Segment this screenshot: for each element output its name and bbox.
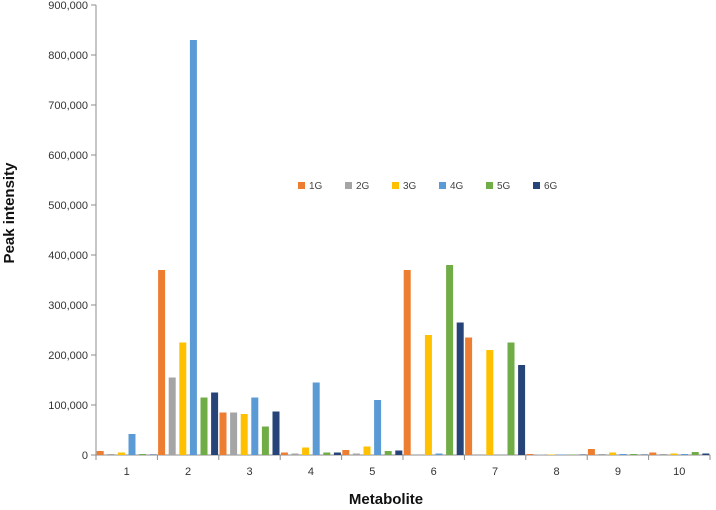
x-tick-label: 7 — [492, 466, 498, 478]
y-tick-label: 800,000 — [48, 50, 88, 62]
bar-3G-9 — [609, 452, 617, 455]
bar-6G-2 — [211, 392, 219, 455]
legend-label-6G: 6G — [544, 181, 558, 192]
bar-3G-8 — [547, 454, 555, 455]
bar-1G-3 — [219, 412, 227, 455]
bar-2G-4 — [291, 453, 299, 455]
bar-6G-5 — [395, 450, 403, 455]
x-tick-label: 2 — [185, 466, 191, 478]
bar-4G-3 — [251, 397, 259, 455]
bar-3G-6 — [424, 335, 432, 455]
bar-3G-10 — [670, 453, 678, 455]
x-tick-label: 4 — [308, 466, 314, 478]
x-tick-label: 3 — [246, 466, 252, 478]
bar-5G-3 — [261, 426, 269, 455]
bar-4G-1 — [128, 434, 136, 455]
y-tick-label: 600,000 — [48, 150, 88, 162]
y-tick-label: 700,000 — [48, 100, 88, 112]
x-tick-label: 1 — [124, 466, 130, 478]
legend-swatch-5G — [486, 182, 493, 189]
bar-2G-2 — [168, 377, 176, 455]
legend: 1G 2G 3G 4G 5G 6G — [298, 181, 558, 192]
bar-5G-7 — [507, 342, 515, 455]
bar-1G-2 — [158, 270, 166, 455]
y-tick-label: 900,000 — [48, 0, 88, 12]
bar-4G-10 — [681, 454, 689, 455]
bar-6G-4 — [333, 452, 341, 455]
bar-6G-10 — [702, 453, 710, 455]
bar-3G-7 — [486, 350, 494, 455]
bar-3G-2 — [179, 342, 187, 455]
bar-1G-4 — [280, 452, 288, 455]
bar-4G-8 — [558, 454, 566, 455]
bar-5G-4 — [323, 452, 331, 455]
y-tick-label: 500,000 — [48, 200, 88, 212]
y-tick-labels: 0 100,000 200,000 300,000 400,000 500,000 600,… — [48, 0, 96, 462]
bar-5G-5 — [384, 451, 392, 455]
x-tick-labels: 1 2 3 4 5 6 7 8 9 10 — [95, 455, 711, 478]
y-tick-label: 0 — [82, 450, 88, 462]
bar-5G-9 — [630, 454, 638, 455]
legend-swatch-2G — [345, 182, 352, 189]
legend-swatch-1G — [298, 182, 305, 189]
bar-2G-3 — [230, 412, 238, 455]
bar-4G-9 — [619, 454, 627, 455]
bar-6G-9 — [640, 454, 648, 455]
bar-3G-4 — [302, 447, 310, 455]
legend-label-1G: 1G — [309, 181, 323, 192]
legend-swatch-4G — [439, 182, 446, 189]
bar-1G-8 — [526, 454, 534, 455]
y-tick-label: 400,000 — [48, 250, 88, 262]
bar-2G-5 — [352, 453, 360, 455]
bar-5G-8 — [568, 454, 576, 455]
legend-label-3G: 3G — [403, 181, 417, 192]
x-tick-label: 10 — [673, 466, 685, 478]
bar-2G-8 — [537, 454, 545, 455]
bar-5G-1 — [139, 454, 147, 455]
x-tick-label: 8 — [553, 466, 559, 478]
legend-swatch-6G — [533, 182, 540, 189]
bar-1G-5 — [342, 450, 350, 455]
bar-4G-2 — [189, 40, 197, 455]
bar-6G-7 — [518, 365, 526, 455]
bar-2G-10 — [659, 454, 667, 455]
legend-label-4G: 4G — [450, 181, 464, 192]
bar-6G-1 — [149, 454, 157, 455]
bars — [96, 40, 710, 455]
bar-6G-3 — [272, 411, 280, 455]
bar-5G-10 — [691, 452, 699, 455]
bar-4G-4 — [312, 382, 320, 455]
bar-6G-6 — [456, 322, 464, 455]
bar-1G-7 — [465, 337, 473, 455]
bar-2G-1 — [107, 454, 115, 455]
bar-1G-10 — [649, 452, 657, 455]
legend-label-2G: 2G — [356, 181, 370, 192]
y-tick-label: 100,000 — [48, 400, 88, 412]
bar-6G-8 — [579, 454, 587, 455]
bar-3G-3 — [240, 414, 248, 455]
legend-swatch-3G — [392, 182, 399, 189]
x-tick-label: 5 — [369, 466, 375, 478]
y-tick-label: 200,000 — [48, 350, 88, 362]
bar-4G-5 — [374, 400, 382, 455]
bar-2G-9 — [598, 454, 606, 455]
bar-1G-9 — [587, 449, 595, 455]
bar-5G-2 — [200, 397, 208, 455]
bar-5G-6 — [446, 265, 454, 455]
bar-3G-5 — [363, 446, 371, 455]
x-tick-label: 6 — [431, 466, 437, 478]
bar-1G-1 — [96, 451, 104, 455]
bar-4G-6 — [435, 453, 443, 455]
bar-1G-6 — [403, 270, 411, 455]
x-tick-label: 9 — [615, 466, 621, 478]
x-axis-title: Metabolite — [349, 491, 423, 508]
bar-3G-1 — [117, 452, 125, 455]
legend-label-5G: 5G — [497, 181, 511, 192]
y-tick-label: 300,000 — [48, 300, 88, 312]
y-axis-title: Peak intensity — [1, 162, 18, 264]
